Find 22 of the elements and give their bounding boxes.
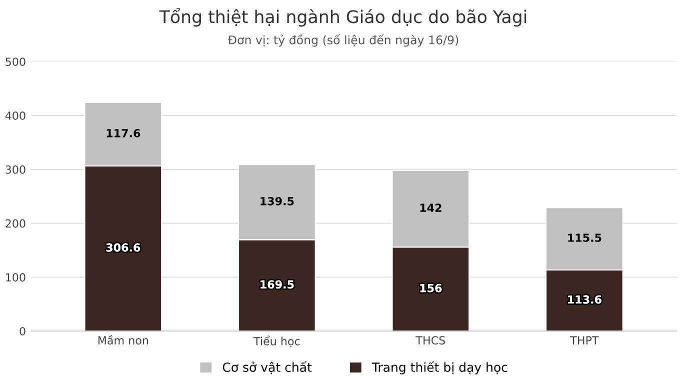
y-tick-label: 400 xyxy=(5,111,26,120)
x-tick-label: Mầm non xyxy=(98,335,148,345)
chart-title: Tổng thiệt hại ngành Giáo dục do bão Yagi xyxy=(159,8,526,27)
data-label: 156 xyxy=(420,284,442,292)
y-tick-label: 100 xyxy=(6,273,26,282)
y-tick-label: 300 xyxy=(6,165,26,174)
chart-subtitle: Đơn vị: tỷ đồng (số liệu đến ngày 16/9) xyxy=(228,34,458,47)
x-tick-label: Tiểu học xyxy=(253,336,300,348)
data-label: 139.5 xyxy=(260,196,294,206)
data-label: 115.5 xyxy=(568,234,602,242)
data-label: 306.6 xyxy=(106,243,140,252)
legend-label: Trang thiết bị dạy học xyxy=(372,361,508,374)
x-tick-label: THPT xyxy=(570,336,599,344)
data-label: 113.6 xyxy=(568,295,602,304)
data-label: 142 xyxy=(420,204,442,212)
data-label: 169.5 xyxy=(260,280,294,289)
y-tick-label: 0 xyxy=(20,327,26,336)
x-tick-label: THCS xyxy=(416,336,446,345)
data-label: 117.6 xyxy=(106,128,140,138)
y-tick-label: 500 xyxy=(6,58,26,66)
y-tick-label: 200 xyxy=(6,219,26,228)
legend-label: Cơ sở vật chất xyxy=(222,361,312,374)
